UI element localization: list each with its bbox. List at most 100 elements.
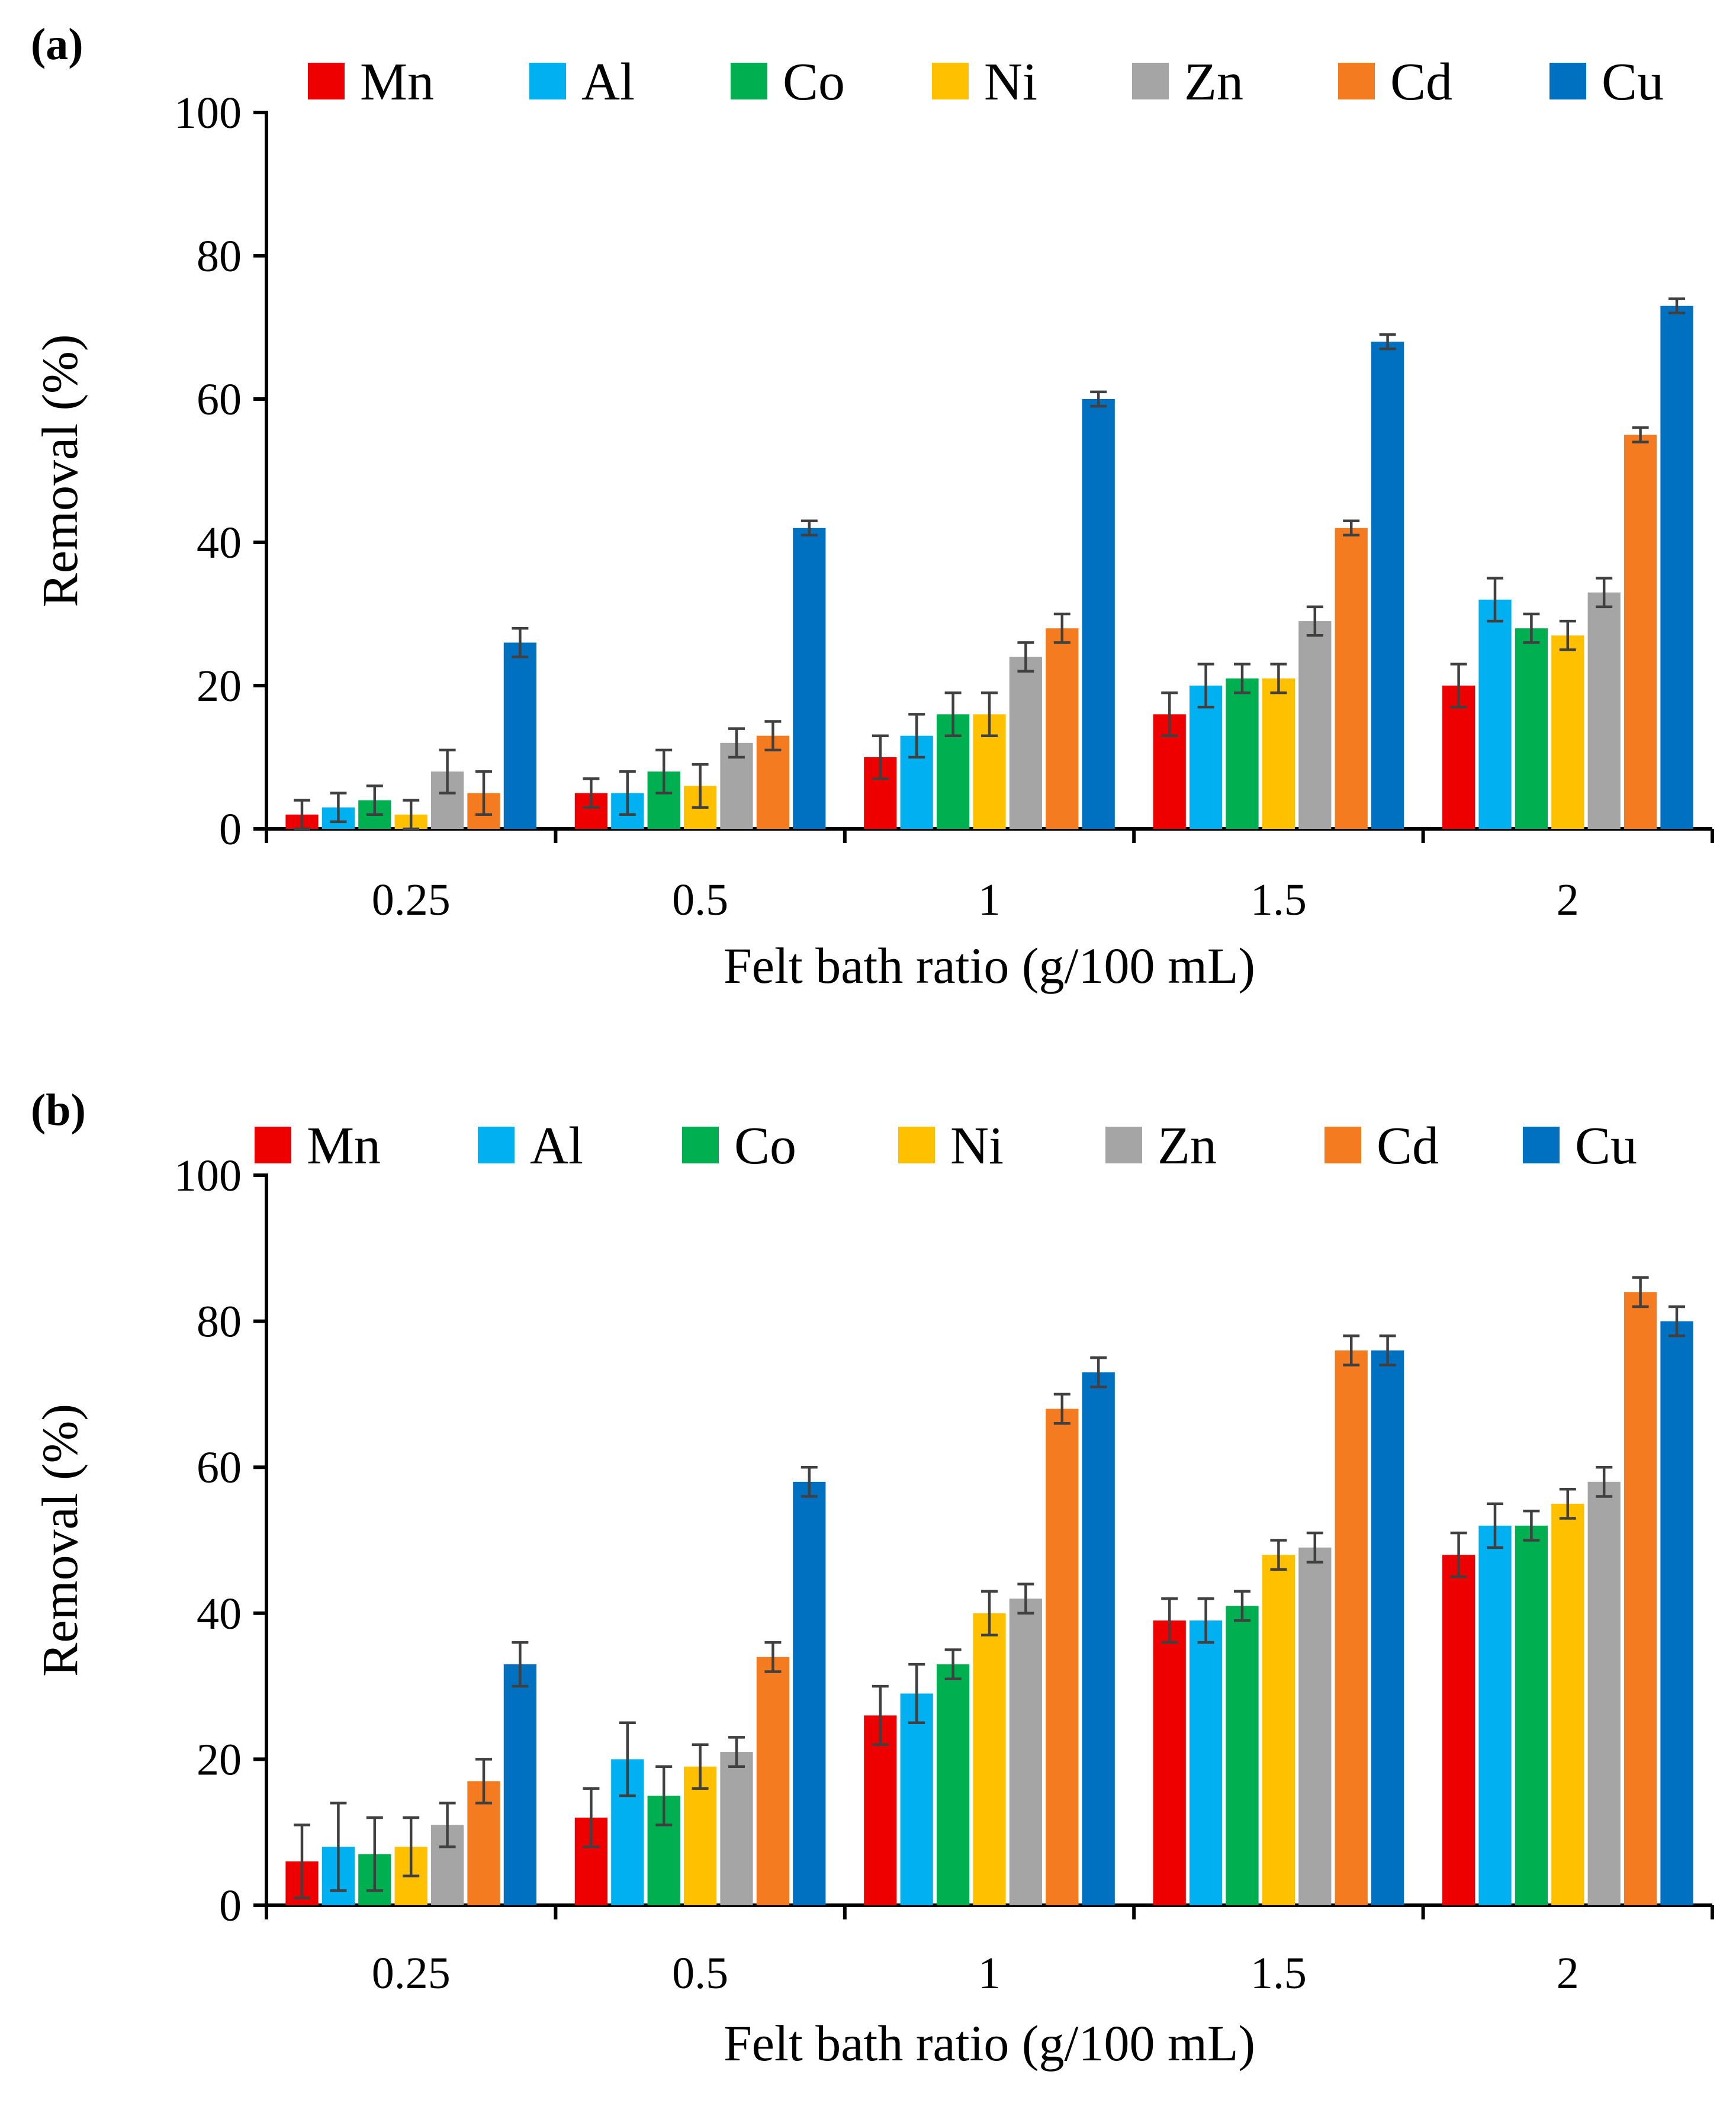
x-tick-label: 1	[978, 1948, 1001, 1998]
bar-al-1.5	[1189, 686, 1223, 829]
legend-swatch-cd	[1324, 1127, 1361, 1163]
bar-al-2	[1478, 1525, 1512, 1905]
legend-label-co: Co	[783, 53, 845, 111]
bar-cd-0.5	[756, 1657, 790, 1905]
x-tick-label: 1.5	[1250, 1948, 1307, 1998]
legend-swatch-mn	[255, 1127, 291, 1163]
bar-cd-1	[1046, 1408, 1079, 1905]
legend-label-mn: Mn	[360, 53, 434, 111]
legend-label-cu: Cu	[1602, 53, 1664, 111]
legend-swatch-ni	[898, 1127, 935, 1163]
legend-label-al: Al	[530, 1117, 583, 1175]
y-tick-label: 100	[174, 88, 242, 138]
bar-cu-2	[1660, 305, 1693, 829]
y-tick-label: 40	[197, 1589, 242, 1639]
panel-a: (a) 0 20 40 60 80 100 Removal (%) 0.25 0.5 1 1.5 2 Fe…	[31, 20, 1714, 994]
legend-swatch-mn	[308, 63, 345, 99]
legend-label-zn: Zn	[1184, 53, 1243, 111]
bar-co-1.5	[1226, 678, 1259, 829]
y-axis-title: Removal (%)	[31, 1404, 88, 1677]
legend-label-ni: Ni	[950, 1117, 1004, 1175]
bar-zn-1.5	[1298, 1547, 1332, 1905]
panel-label: (b)	[31, 1085, 86, 1135]
y-tick-label: 40	[197, 518, 242, 568]
bar-co-1	[936, 1664, 970, 1905]
bar-cd-1	[1046, 628, 1079, 829]
y-tick-label: 80	[197, 1297, 242, 1347]
bar-mn-2	[1442, 686, 1475, 829]
x-tick-label: 1.5	[1250, 875, 1307, 925]
panel-b: (b) 0 20 40 60 80 100 Removal (%) 0.25 0.5 1 1.5 2 Fe…	[31, 1085, 1714, 2072]
bar-zn-2	[1587, 592, 1621, 829]
y-tick-label: 100	[174, 1151, 242, 1201]
legend-label-mn: Mn	[307, 1117, 381, 1175]
bar-ni-1	[973, 1613, 1006, 1905]
bar-cu-0.25	[503, 1664, 537, 1905]
bar-ni-1.5	[1262, 678, 1295, 829]
legend-swatch-al	[529, 63, 566, 99]
bar-ni-1.5	[1262, 1555, 1295, 1905]
x-tick-label: 0.25	[372, 875, 451, 925]
bar-cd-2	[1624, 435, 1657, 829]
x-axis-title: Felt bath ratio (g/100 mL)	[724, 937, 1255, 994]
bar-zn-0.5	[720, 1752, 753, 1905]
panel-label: (a)	[31, 20, 83, 69]
bar-mn-1	[864, 1715, 897, 1905]
bar-cd-2	[1624, 1292, 1657, 1905]
x-tick-label: 2	[1557, 875, 1579, 925]
legend-label-ni: Ni	[984, 53, 1037, 111]
y-tick-label: 80	[197, 231, 242, 281]
bar-cu-0.5	[793, 528, 826, 829]
legend-swatch-ni	[932, 63, 969, 99]
bar-cu-1.5	[1371, 1350, 1404, 1905]
bar-mn-1.5	[1153, 1620, 1186, 1905]
bar-cu-1.5	[1371, 342, 1404, 829]
legend-label-cu: Cu	[1575, 1117, 1637, 1175]
x-tick-label: 0.5	[672, 1948, 728, 1998]
bar-cu-0.25	[503, 642, 537, 829]
bar-cd-1.5	[1335, 528, 1368, 829]
x-tick-label: 0.25	[372, 1948, 451, 1998]
bar-al-1	[900, 1693, 933, 1905]
bar-cd-1.5	[1335, 1350, 1368, 1905]
bar-co-1.5	[1226, 1606, 1259, 1905]
y-tick-label: 0	[219, 805, 242, 854]
legend-swatch-al	[478, 1127, 515, 1163]
y-tick-label: 0	[219, 1881, 242, 1931]
bar-cu-2	[1660, 1321, 1693, 1905]
legend-swatch-co	[731, 63, 767, 99]
legend-swatch-zn	[1105, 1127, 1142, 1163]
x-tick-label: 1	[978, 875, 1001, 925]
legend-label-al: Al	[581, 53, 635, 111]
legend-label-cd: Cd	[1377, 1117, 1439, 1175]
legend-label-cd: Cd	[1390, 53, 1452, 111]
legend-swatch-cd	[1338, 63, 1375, 99]
bar-zn-1.5	[1298, 621, 1332, 829]
legend-swatch-cu	[1523, 1127, 1560, 1163]
y-tick-label: 20	[197, 661, 242, 711]
bar-co-2	[1515, 1525, 1548, 1905]
bar-al-2	[1478, 599, 1512, 829]
legend-label-co: Co	[734, 1117, 796, 1175]
bar-ni-2	[1551, 635, 1584, 829]
y-tick-label: 60	[197, 1443, 242, 1493]
y-tick-label: 20	[197, 1735, 242, 1784]
x-tick-label: 2	[1557, 1948, 1579, 1998]
bar-zn-2	[1587, 1481, 1621, 1905]
y-tick-label: 60	[197, 375, 242, 425]
legend-swatch-zn	[1132, 63, 1169, 99]
bar-cu-1	[1082, 399, 1115, 829]
bar-co-2	[1515, 628, 1548, 829]
x-tick-label: 0.5	[672, 875, 728, 925]
x-axis-title: Felt bath ratio (g/100 mL)	[724, 2015, 1255, 2072]
bar-ni-2	[1551, 1503, 1584, 1905]
bar-al-1.5	[1189, 1620, 1223, 1905]
bar-cu-1	[1082, 1372, 1115, 1905]
bar-cu-0.5	[793, 1481, 826, 1905]
legend-swatch-co	[682, 1127, 719, 1163]
legend-label-zn: Zn	[1158, 1117, 1217, 1175]
bar-mn-2	[1442, 1555, 1475, 1905]
bar-zn-1	[1009, 657, 1043, 829]
bar-zn-1	[1009, 1599, 1043, 1905]
